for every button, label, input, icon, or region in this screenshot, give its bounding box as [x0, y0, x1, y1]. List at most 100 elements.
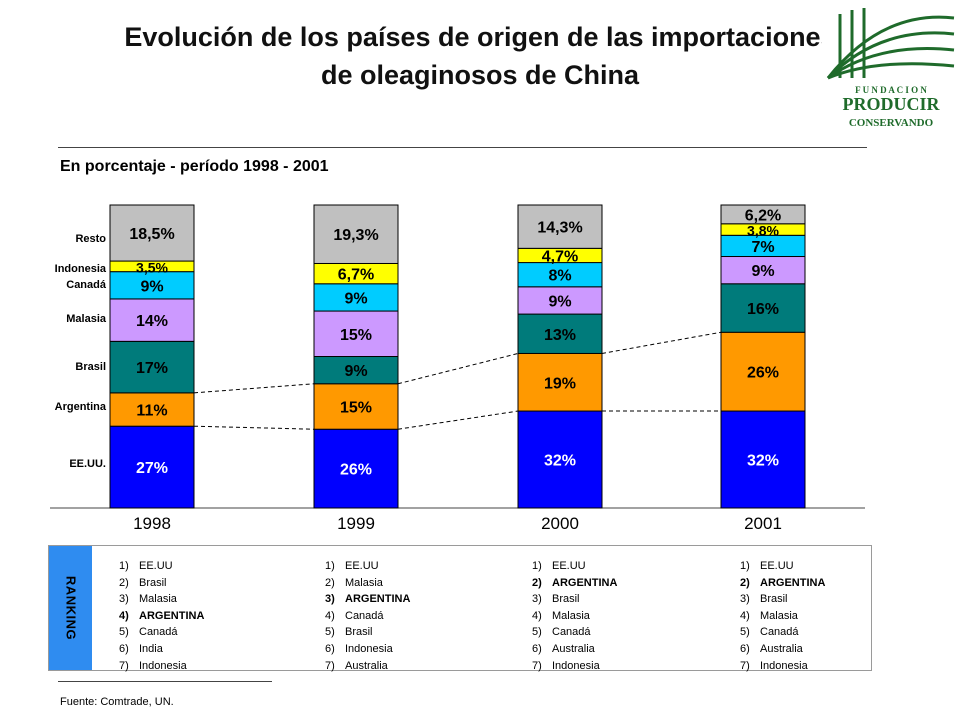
- data-label: 19%: [544, 375, 576, 392]
- ranking-position: 6): [532, 642, 542, 655]
- bar-1999-eeuu: [313, 428, 399, 509]
- data-label: 4,7%: [542, 248, 578, 265]
- x-tick-label: 2001: [744, 514, 782, 533]
- ranking-country: Canadá: [760, 626, 799, 639]
- data-label: 15%: [340, 399, 372, 416]
- data-label: 9%: [751, 263, 774, 280]
- ranking-item: 4) Malasia: [740, 608, 825, 625]
- legend-label: Indonesia: [55, 263, 107, 275]
- ranking-position: 3): [325, 593, 335, 606]
- data-label: 3,8%: [747, 223, 779, 239]
- ranking-item: 3) Brasil: [740, 591, 825, 608]
- connector-line: [601, 331, 722, 354]
- bar-1998-brasil: [109, 340, 195, 394]
- ranking-country: Brasil: [760, 593, 788, 606]
- ranking-position: 5): [532, 626, 542, 639]
- ranking-position: 1): [325, 560, 335, 572]
- ranking-item: 7) Australia: [325, 658, 410, 675]
- ranking-position: 1): [740, 560, 750, 572]
- data-label: 16%: [747, 301, 779, 318]
- ranking-item: 1) EE.UU: [532, 558, 617, 575]
- bar-1999-brasil: [313, 356, 399, 385]
- ranking-label: RANKING: [63, 575, 78, 641]
- ranking-country: Malasia: [552, 609, 590, 622]
- ranking-country: ARGENTINA: [552, 576, 618, 589]
- bar-2001-argentina: [720, 331, 806, 412]
- ranking-country: ARGENTINA: [139, 609, 205, 622]
- ranking-position: 6): [740, 642, 750, 655]
- bar-2000-resto: [517, 204, 603, 249]
- ranking-position: 5): [325, 626, 335, 639]
- ranking-item: 3) Brasil: [532, 591, 617, 608]
- connector-line: [397, 352, 519, 385]
- ranking-item: 5) Canadá: [119, 624, 204, 641]
- ranking-position: 2): [119, 576, 129, 589]
- ranking-country: ARGENTINA: [760, 576, 826, 589]
- ranking-item: 1) EE.UU: [325, 558, 410, 575]
- ranking-country: Indonesia: [345, 642, 393, 655]
- ranking-country: Australia: [552, 642, 595, 655]
- ranking-item: 3) ARGENTINA: [325, 591, 410, 608]
- ranking-position: 7): [325, 659, 335, 672]
- data-label: 6,7%: [338, 267, 374, 284]
- ranking-item: 2) ARGENTINA: [532, 575, 617, 592]
- data-label: 8%: [548, 268, 571, 285]
- data-label: 7%: [751, 239, 774, 256]
- ranking-country: Australia: [345, 659, 388, 672]
- bar-1998-malasia: [109, 298, 195, 342]
- logo-line-producir: PRODUCIR: [843, 94, 941, 114]
- ranking-country: Canadá: [552, 626, 591, 639]
- ranking-country: EE.UU: [760, 560, 794, 572]
- data-label: 3,5%: [136, 259, 168, 275]
- ranking-position: 7): [740, 659, 750, 672]
- ranking-item: 6) India: [119, 641, 204, 658]
- ranking-item: 4) Malasia: [532, 608, 617, 625]
- bar-2001-resto: [720, 204, 806, 225]
- ranking-position: 2): [740, 576, 750, 589]
- data-label: 27%: [136, 460, 168, 477]
- ranking-position: 6): [325, 642, 335, 655]
- ranking-country: EE.UU: [139, 560, 173, 572]
- legend-label: Resto: [75, 233, 106, 245]
- ranking-position: 5): [119, 626, 129, 639]
- ranking-position: 3): [119, 593, 129, 606]
- ranking-position: 3): [532, 593, 542, 606]
- bar-1998-eeuu: [109, 425, 195, 509]
- ranking-country: Brasil: [139, 576, 167, 589]
- ranking-country: Malasia: [139, 593, 177, 606]
- ranking-country: Malasia: [760, 609, 798, 622]
- ranking-tab: RANKING: [49, 546, 92, 670]
- data-label: 19,3%: [333, 227, 378, 244]
- logo-line-fundacion: F U N D A C I O N: [855, 85, 927, 95]
- ranking-item: 4) Canadá: [325, 608, 410, 625]
- x-tick-label: 1998: [133, 514, 171, 533]
- data-label: 26%: [340, 462, 372, 479]
- ranking-item: 7) Indonesia: [740, 658, 825, 675]
- ranking-item: 6) Australia: [532, 641, 617, 658]
- ranking-country: India: [139, 642, 163, 655]
- logo-line-conservando: CONSERVANDO: [849, 117, 934, 129]
- ranking-position: 1): [119, 560, 129, 572]
- source-note: Fuente: Comtrade, UN.: [60, 696, 174, 708]
- ranking-item: 6) Indonesia: [325, 641, 410, 658]
- stacked-bar-chart: 27% 11% 17% 14% 9% 3,5% 18,5% 1998 26% 15% 9% 15% 9%…: [50, 204, 865, 533]
- ranking-item: 2) ARGENTINA: [740, 575, 825, 592]
- data-label: 9%: [344, 363, 367, 380]
- data-label: 6,2%: [745, 207, 781, 224]
- data-label: 32%: [544, 453, 576, 470]
- data-label: 17%: [136, 360, 168, 377]
- chart-subtitle: En porcentaje - período 1998 - 2001: [60, 158, 329, 175]
- ranking-country: EE.UU: [345, 560, 379, 572]
- legend-label: Malasia: [66, 313, 107, 325]
- bar-1999-argentina: [313, 383, 399, 430]
- ranking-position: 2): [325, 576, 335, 589]
- bar-2001-brasil: [720, 283, 806, 333]
- ranking-position: 4): [119, 609, 129, 622]
- ranking-item: 2) Malasia: [325, 575, 410, 592]
- data-label: 9%: [548, 293, 571, 310]
- ranking-position: 1): [532, 560, 542, 572]
- ranking-position: 4): [532, 609, 542, 622]
- ranking-country: Canadá: [139, 626, 178, 639]
- data-label: 14,3%: [537, 220, 582, 237]
- ranking-country: Malasia: [345, 576, 383, 589]
